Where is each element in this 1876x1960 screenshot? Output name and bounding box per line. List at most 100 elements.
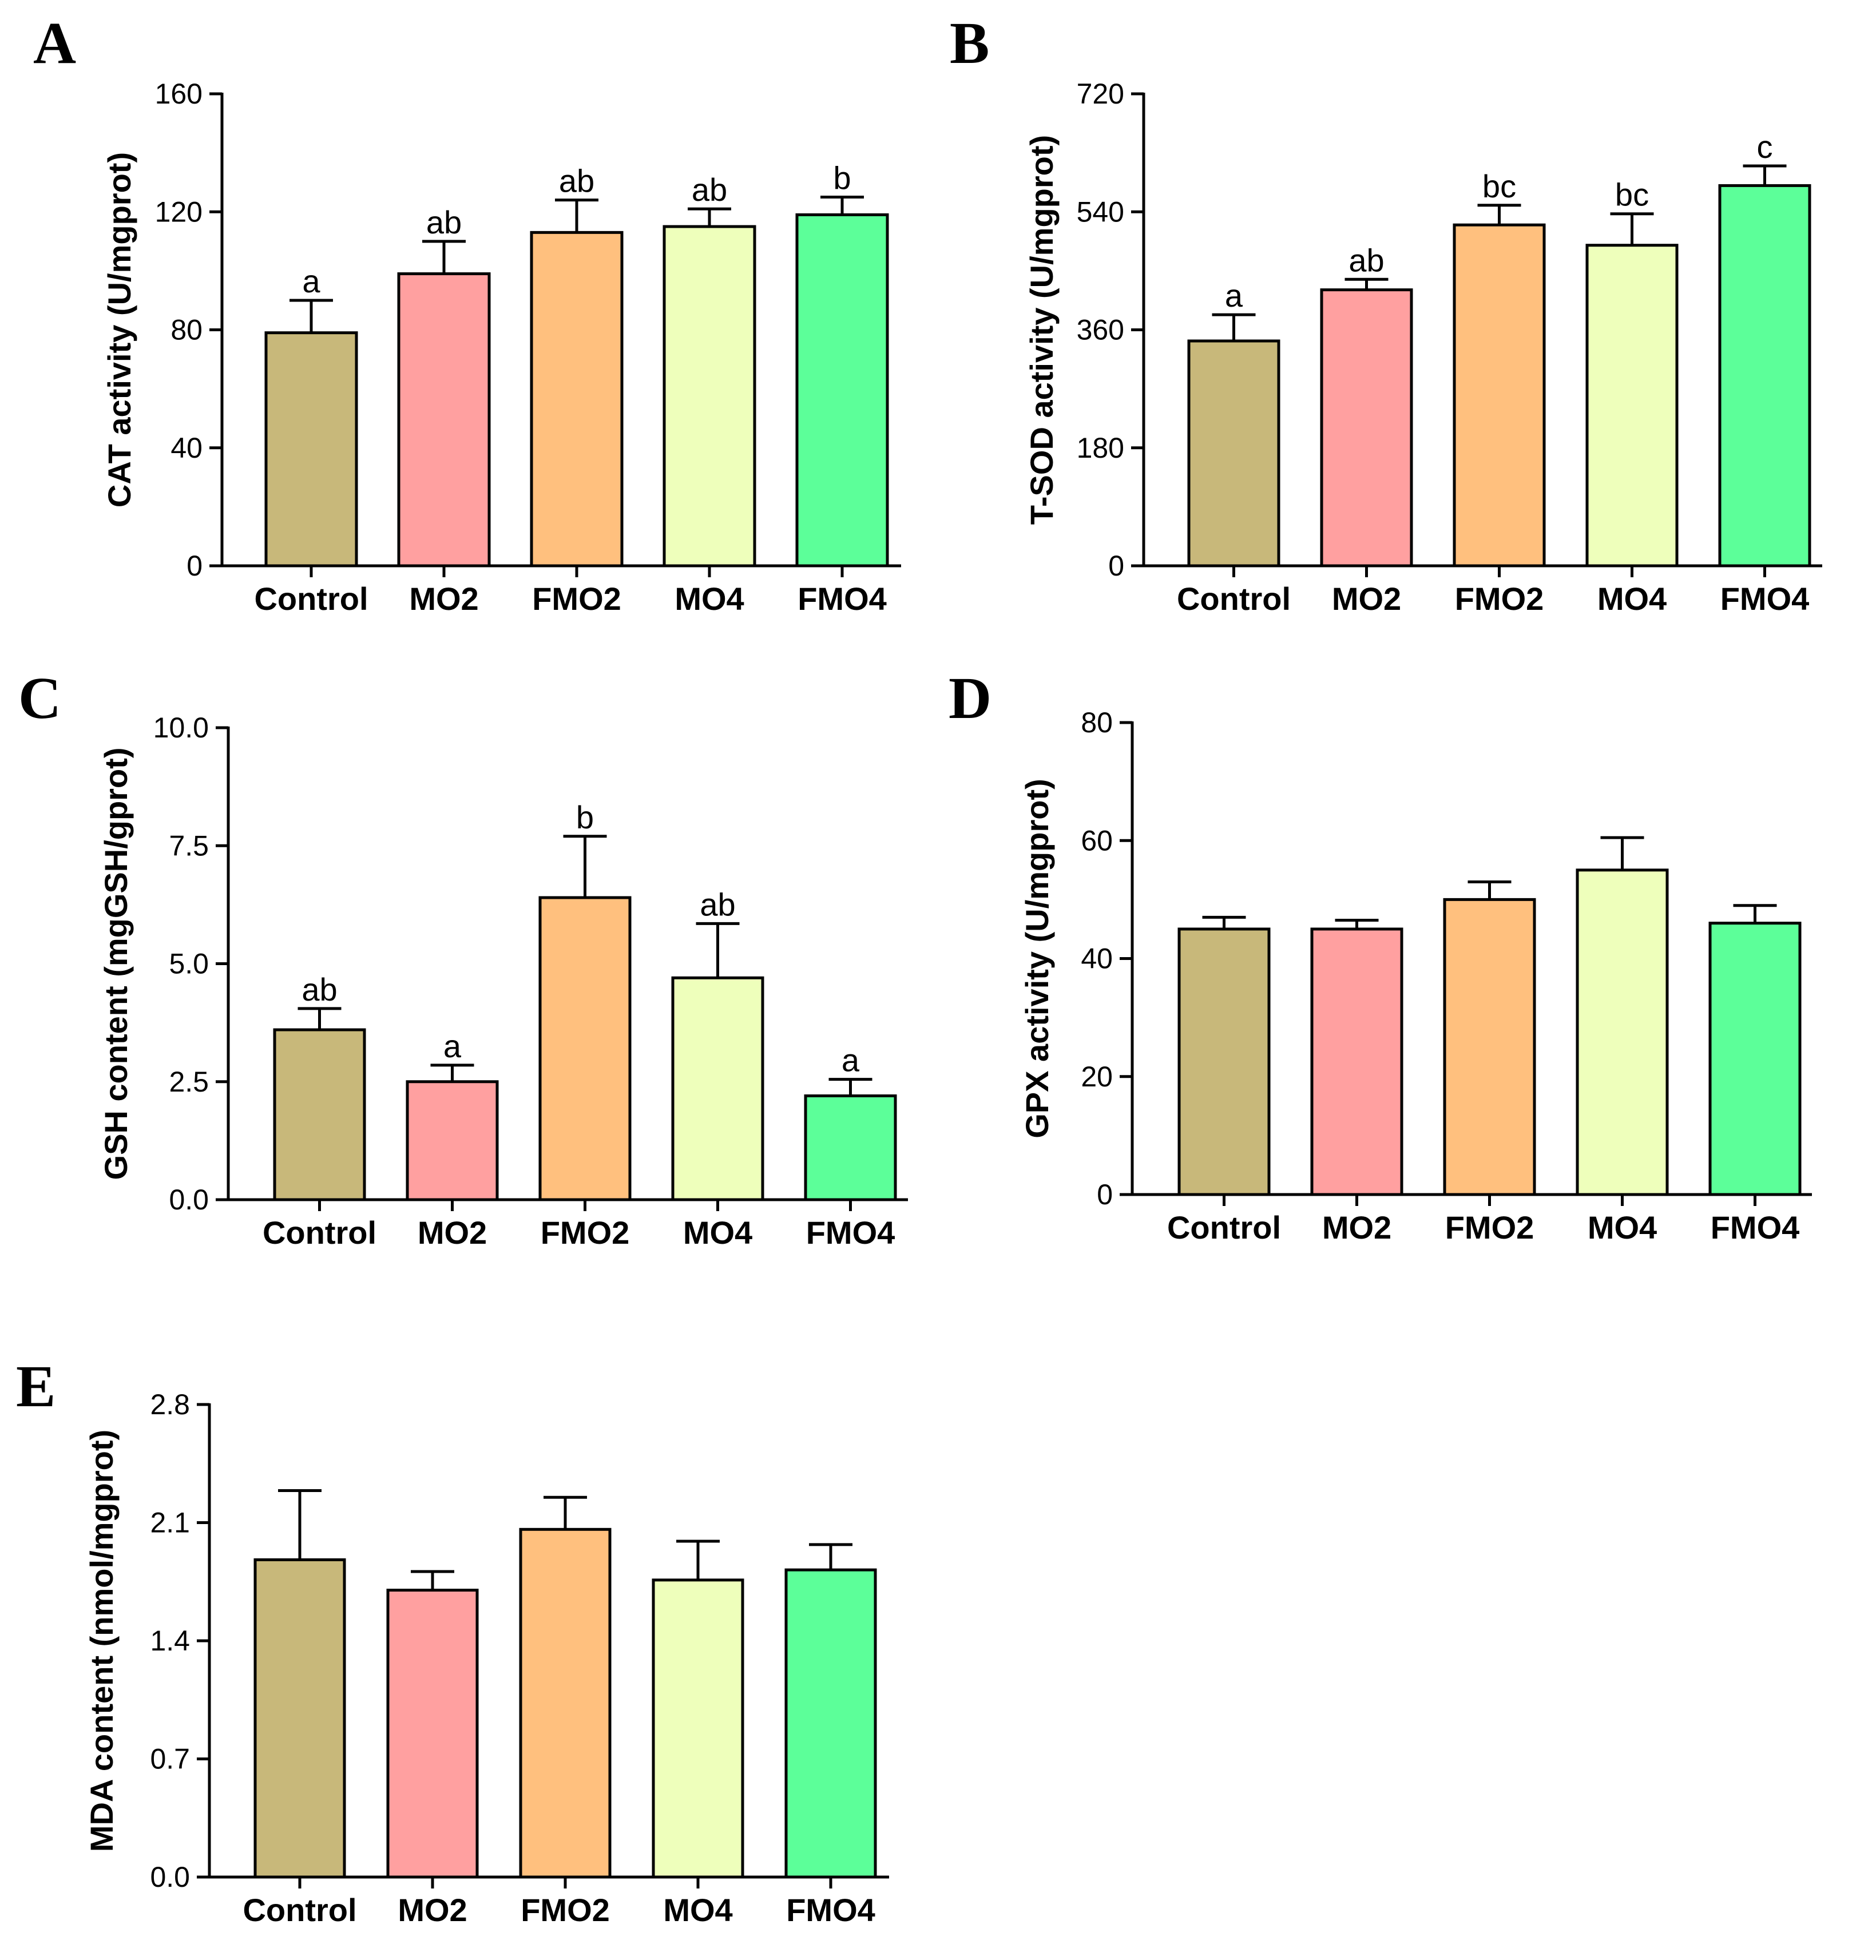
panel-a-y-axis-title: CAT activity (U/mgprot) (101, 152, 137, 507)
panel-c-significance-label: ab (700, 886, 735, 922)
panel-b-significance-label: bc (1615, 177, 1649, 213)
panel-e-x-tick-label: MO4 (663, 1892, 732, 1928)
panel-b-x-tick-label: FMO4 (1720, 581, 1810, 617)
panel-c-bar-mo4 (671, 976, 764, 1201)
panel-e-y-tick-label: 0.0 (150, 1861, 190, 1893)
panel-e-bar-fmo2 (519, 1527, 612, 1879)
panel-c-significance-label: b (576, 799, 594, 835)
panel-a-y-tick-label: 80 (170, 314, 203, 346)
panel-d-x-tick-label: Control (1167, 1209, 1281, 1245)
panel-a-significance-label: ab (692, 172, 727, 208)
panel-c-significance-label: a (443, 1028, 462, 1064)
panel-e-y-tick-label: 0.7 (150, 1743, 190, 1775)
panel-a-significance-label: ab (426, 204, 462, 240)
panel-d-y-tick-label: 20 (1081, 1061, 1113, 1093)
panel-b-x-tick-label: MO2 (1332, 581, 1401, 617)
panel-b-x-tick-label: FMO2 (1455, 581, 1544, 617)
panel-c-x-tick-label: MO4 (683, 1215, 752, 1251)
panel-e-x-tick-label: Control (243, 1892, 356, 1928)
panel-e-bar-fmo4 (784, 1568, 877, 1879)
panel-a-x-tick-label: FMO4 (798, 581, 887, 617)
panel-a-x-tick-label: MO4 (675, 581, 744, 617)
panel-a-y-tick-label: 40 (170, 432, 203, 464)
panel-e-x-tick-label: MO2 (398, 1892, 467, 1928)
panel-c-bar-fmo2 (538, 896, 632, 1201)
panel-b-y-tick-label: 360 (1077, 314, 1124, 346)
panel-a-x-tick-label: FMO2 (532, 581, 621, 617)
panel-e-bar-control (253, 1558, 346, 1879)
panel-d-x-tick-label: FMO2 (1445, 1209, 1534, 1245)
panel-b-bar-mo2 (1320, 288, 1413, 568)
panel-a-significance-label: a (302, 263, 320, 299)
panel-b-significance-label: c (1757, 129, 1773, 165)
panel-b-bar-fmo2 (1453, 223, 1546, 568)
panel-c-y-tick-label: 7.5 (169, 830, 209, 862)
panel-e-bar-mo4 (652, 1578, 744, 1879)
panel-a-bar-mo2 (397, 272, 491, 568)
panel-c-bar-mo2 (406, 1080, 499, 1201)
panel-c-x-tick-label: FMO2 (541, 1215, 630, 1251)
panel-e-y-tick-label: 2.8 (150, 1388, 190, 1421)
panel-a-x-tick-label: MO2 (409, 581, 478, 617)
panel-a-bar-mo4 (663, 225, 756, 568)
panel-e-y-axis-title: MDA content (nmol/mgprot) (84, 1430, 120, 1852)
panel-b-bar-mo4 (1585, 244, 1679, 568)
panel-b-y-tick-label: 180 (1077, 432, 1124, 464)
panel-d: D GPX activity (U/mgprot) 0 20 40 60 80 Control… (949, 665, 1812, 1245)
panel-d-y-tick-label: 40 (1081, 943, 1113, 975)
panel-c-letter: C (18, 665, 61, 731)
panel-e-y-tick-label: 2.1 (150, 1507, 190, 1539)
panel-e-x-tick-label: FMO2 (521, 1892, 610, 1928)
panel-d-bar-fmo4 (1708, 922, 1802, 1196)
panel-b-y-tick-label: 540 (1077, 196, 1124, 228)
panel-b-x-tick-label: MO4 (1597, 581, 1667, 617)
panel-b-y-tick-label: 720 (1077, 78, 1124, 110)
panel-b-significance-label: ab (1349, 242, 1384, 278)
panel-d-bar-mo4 (1576, 868, 1669, 1196)
panel-a-significance-label: b (833, 160, 851, 196)
panel-a-y-tick-label: 120 (155, 196, 203, 228)
panel-d-bar-mo2 (1310, 927, 1403, 1196)
panel-d-x-tick-label: MO4 (1588, 1209, 1657, 1245)
panel-c-y-tick-label: 2.5 (169, 1066, 209, 1098)
panel-d-y-tick-label: 80 (1081, 707, 1113, 739)
panel-c-bar-control (273, 1028, 366, 1201)
panel-a-x-tick-label: Control (254, 581, 368, 617)
panel-c-y-axis-title: GSH content (mgGSH/gprot) (98, 748, 134, 1180)
panel-b-x-tick-label: Control (1177, 581, 1291, 617)
panel-a-y-tick-label: 0 (187, 550, 203, 582)
panel-d-x-tick-label: MO2 (1322, 1209, 1391, 1245)
panel-a-bar-fmo2 (530, 231, 624, 568)
panel-e-letter: E (16, 1354, 55, 1419)
panel-b-significance-label: bc (1482, 168, 1516, 204)
panel-c-bar-fmo4 (804, 1094, 897, 1201)
panel-d-y-tick-label: 60 (1081, 824, 1113, 856)
panel-c-x-tick-label: MO2 (418, 1215, 487, 1251)
panel-c-y-tick-label: 5.0 (169, 948, 209, 980)
panel-d-x-tick-label: FMO4 (1711, 1209, 1800, 1245)
panel-e-bar-mo2 (386, 1589, 479, 1879)
panel-c-significance-label: a (842, 1042, 860, 1078)
panel-b-y-tick-label: 0 (1108, 550, 1124, 582)
panel-d-bar-fmo2 (1443, 898, 1536, 1196)
panel-a-y-tick-label: 160 (155, 78, 203, 110)
panel-e-x-tick-label: FMO4 (786, 1892, 875, 1928)
panel-a-bar-fmo4 (795, 213, 889, 568)
panel-b-bar-control (1187, 339, 1280, 568)
panel-d-letter: D (949, 665, 991, 731)
panel-c-y-tick-label: 10.0 (153, 712, 209, 744)
panel-d-y-axis-title: GPX activity (U/mgprot) (1019, 779, 1055, 1138)
panel-d-y-tick-label: 0 (1097, 1179, 1113, 1211)
panel-a-letter: A (33, 10, 76, 76)
panel-a-bar-control (264, 331, 358, 568)
panel-b-bar-fmo4 (1718, 184, 1811, 568)
panel-b-significance-label: a (1225, 277, 1243, 314)
panel-b: B T-SOD activity (U/mgprot) 0 180 360 540 720 C… (950, 10, 1822, 617)
panel-e: E MDA content (nmol/mgprot) 0.0 0.7 1.4 2.1 2.… (16, 1354, 889, 1928)
panel-c-significance-label: ab (302, 971, 337, 1007)
panel-d-bar-control (1177, 927, 1271, 1196)
panel-a: A CAT activity (U/mgprot) 0 40 80 120 160 Contr… (33, 10, 901, 617)
panel-a-significance-label: ab (559, 163, 594, 199)
panel-b-y-axis-title: T-SOD activity (U/mgprot) (1024, 135, 1060, 525)
